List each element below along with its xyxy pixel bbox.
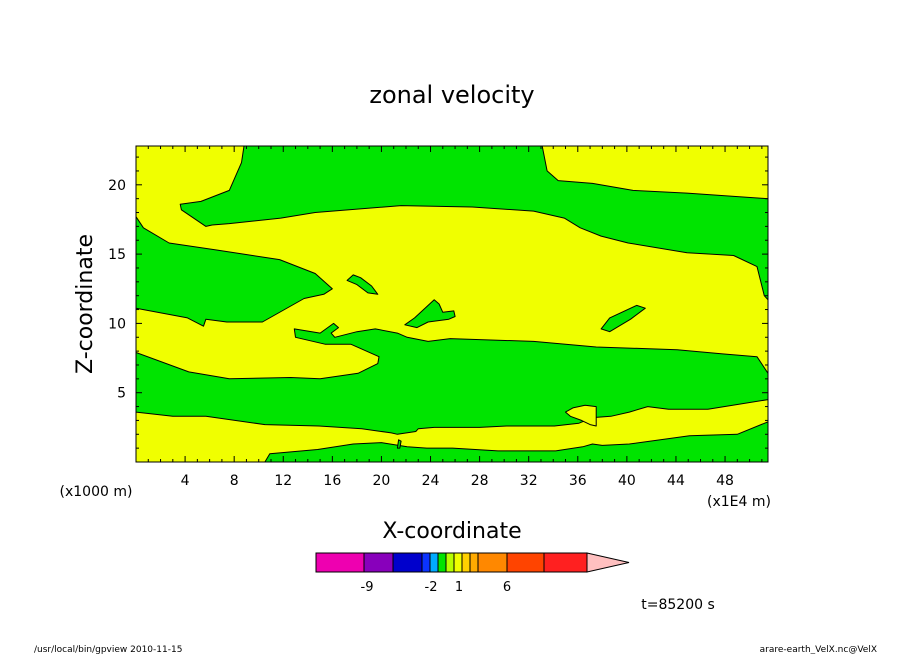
x-tick-label: 48 [716, 473, 734, 489]
colorbar-segment [437, 552, 447, 573]
x-tick-label: 20 [373, 473, 391, 489]
colorbar-segment [363, 552, 394, 573]
x-axis-label: X-coordinate [382, 519, 521, 544]
x-tick-label: 28 [471, 473, 489, 489]
contour-region-green [136, 322, 768, 435]
colorbar [315, 552, 630, 573]
x-tick-label: 8 [230, 473, 239, 489]
contour-region-yellow [565, 404, 597, 427]
contour-region-green [179, 146, 768, 301]
contour-region-green [136, 216, 333, 327]
colorbar-segment [477, 552, 508, 573]
y-axis-ticks: 5 10 15 20 [108, 156, 768, 449]
colorbar-segment [315, 552, 365, 573]
colorbar-segment [506, 552, 545, 573]
contour-region-green [136, 421, 768, 462]
x-tick-label: 24 [422, 473, 440, 489]
y-tick-label: 20 [108, 178, 126, 194]
colorbar-segment [445, 552, 455, 573]
x-axis-ticks: 4 8 12 16 20 24 28 32 36 40 44 48 [147, 146, 763, 489]
colorbar-segment [469, 552, 479, 573]
y-unit-label: (x1000 m) [60, 484, 133, 500]
y-tick-label: 5 [117, 386, 126, 402]
contour-region-green [346, 274, 379, 295]
y-tick-label: 10 [108, 316, 126, 332]
colorbar-label: -9 [361, 580, 374, 595]
colorbar-segment [392, 552, 423, 573]
contour-regions [136, 146, 768, 462]
x-tick-label: 4 [181, 473, 190, 489]
y-tick-label: 15 [108, 247, 126, 263]
colorbar-segment [453, 552, 463, 573]
footer-left: /usr/local/bin/gpview 2010-11-15 [34, 645, 182, 654]
x-tick-label: 12 [274, 473, 292, 489]
chart-title: zonal velocity [369, 81, 534, 109]
x-tick-label: 40 [618, 473, 636, 489]
x-tick-label: 16 [323, 473, 341, 489]
footer-right: arare-earth_VelX.nc@VelX [760, 645, 877, 654]
x-unit-label: (x1E4 m) [707, 494, 771, 510]
contour-region-green [404, 299, 456, 329]
colorbar-label: 6 [503, 580, 511, 595]
plot-area [135, 145, 769, 463]
colorbar-segment [421, 552, 431, 573]
time-label: t=85200 s [641, 597, 715, 613]
x-tick-label: 32 [520, 473, 538, 489]
colorbar-label: -2 [425, 580, 438, 595]
plot-frame [135, 145, 769, 463]
colorbar-segment [461, 552, 471, 573]
x-tick-label: 44 [667, 473, 685, 489]
y-axis-label: Z-coordinate [73, 234, 98, 374]
colorbar-segment [429, 552, 439, 573]
contour-region-green [396, 439, 402, 449]
colorbar-segment [543, 552, 588, 573]
contour-region-green [600, 304, 646, 333]
colorbar-label: 1 [455, 580, 463, 595]
x-tick-label: 36 [569, 473, 587, 489]
colorbar-arrow [586, 552, 630, 573]
